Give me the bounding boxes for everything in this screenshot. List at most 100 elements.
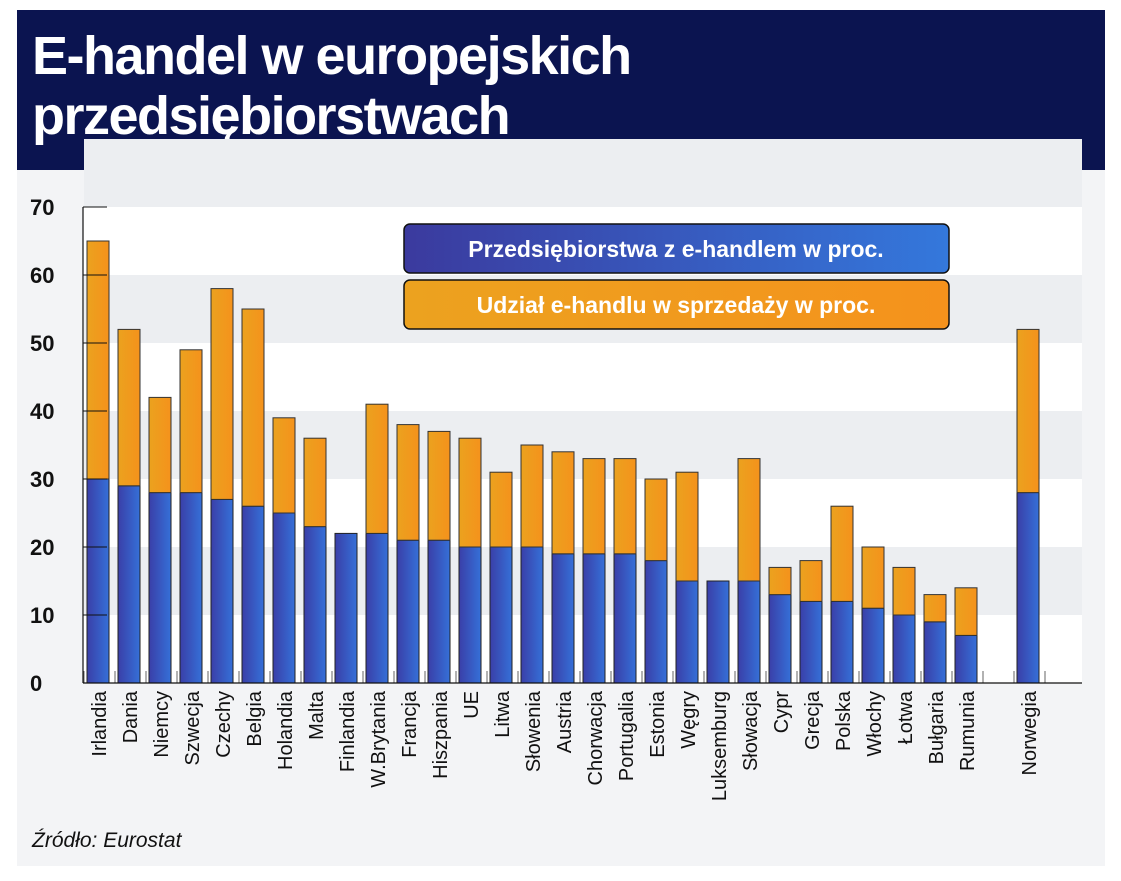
- legend-box-sales-share: [403, 279, 950, 330]
- bar-enterprises-Irlandia: [86, 478, 110, 684]
- y-tick-label: 0: [30, 671, 42, 696]
- bar-sales-share-Słowenia: [520, 444, 544, 548]
- bar-sales-share-Portugalia: [613, 458, 637, 555]
- x-tick-label: Hiszpania: [430, 690, 452, 779]
- x-tick-label: Czechy: [213, 691, 235, 758]
- bar-sales-share-W.Brytania: [365, 403, 389, 534]
- x-tick-label: Belgia: [244, 690, 266, 746]
- bar-sales-share-Belgia: [241, 308, 265, 507]
- chart-title: E-handel w europejskich przedsiębiorstwac…: [32, 26, 632, 146]
- bar-enterprises-Bułgaria: [923, 621, 947, 684]
- bar-enterprises-Malta: [303, 526, 327, 684]
- x-tick-label: Chorwacja: [585, 690, 607, 785]
- bar-enterprises-Holandia: [272, 512, 296, 684]
- bar-sales-share-Dania: [117, 328, 141, 487]
- x-tick-label: Portugalia: [616, 690, 638, 781]
- bar-enterprises-Chorwacja: [582, 553, 606, 684]
- source-note: Źródło: Eurostat: [32, 829, 182, 852]
- bar-sales-share-Austria: [551, 451, 575, 555]
- bar-enterprises-Belgia: [241, 505, 265, 684]
- x-tick-label: Cypr: [771, 691, 793, 734]
- bar-enterprises-Dania: [117, 485, 141, 684]
- x-tick-label: Bułgaria: [926, 690, 948, 764]
- x-tick-label: Holandia: [275, 690, 297, 770]
- x-tick-label: Norwegia: [1019, 690, 1041, 775]
- x-tick-label: Łotwa: [895, 690, 917, 744]
- bar-enterprises-Czechy: [210, 498, 234, 684]
- x-tick-label: Niemcy: [151, 691, 173, 758]
- x-tick-label: Irlandia: [89, 690, 111, 756]
- x-tick-label: Estonia: [647, 690, 669, 758]
- x-tick-label: Słowenia: [523, 690, 545, 772]
- bar-sales-share-Czechy: [210, 288, 234, 500]
- bar-sales-share-Grecja: [799, 560, 823, 602]
- bar-enterprises-Luksemburg: [706, 580, 730, 684]
- y-tick-label: 30: [30, 467, 54, 492]
- x-tick-label: Francja: [399, 690, 421, 758]
- x-tick-label: Włochy: [864, 691, 886, 757]
- bar-sales-share-Chorwacja: [582, 458, 606, 555]
- x-tick-label: Polska: [833, 690, 855, 751]
- bar-sales-share-Szwecja: [179, 349, 203, 494]
- legend-label: Udział e-handlu w sprzedaży w proc.: [477, 292, 876, 318]
- bar-sales-share-Hiszpania: [427, 430, 451, 541]
- chart-title-text: E-handel w europejskich przedsiębiorstwac…: [32, 26, 632, 146]
- grid-band: [84, 139, 1082, 207]
- bar-enterprises-Estonia: [644, 560, 668, 684]
- bar-sales-share-Holandia: [272, 417, 296, 514]
- legend-box-enterprises: [403, 223, 950, 274]
- bar-sales-share-Cypr: [768, 566, 792, 596]
- bar-enterprises-Polska: [830, 600, 854, 684]
- x-tick-label: Słowacja: [740, 690, 762, 771]
- bar-enterprises-Francja: [396, 539, 420, 684]
- x-tick-label: Litwa: [492, 690, 514, 738]
- bar-enterprises-Niemcy: [148, 492, 172, 684]
- y-tick-label: 70: [30, 195, 54, 220]
- x-tick-label: Grecja: [802, 690, 824, 750]
- bar-enterprises-Łotwa: [892, 614, 916, 684]
- bar-sales-share-Włochy: [861, 546, 885, 609]
- bar-enterprises-Szwecja: [179, 492, 203, 684]
- bar-enterprises-Austria: [551, 553, 575, 684]
- bar-sales-share-Irlandia: [86, 240, 110, 480]
- x-tick-label: Luksemburg: [709, 691, 731, 801]
- x-tick-label: Węgry: [678, 691, 700, 749]
- x-tick-label: Dania: [120, 690, 142, 743]
- x-tick-label: Finlandia: [337, 690, 359, 772]
- bar-enterprises-UE: [458, 546, 482, 684]
- bar-enterprises-Cypr: [768, 594, 792, 684]
- x-tick-label: Szwecja: [182, 690, 204, 765]
- x-tick-label: W.Brytania: [368, 690, 390, 788]
- x-tick-label: UE: [461, 691, 483, 719]
- bar-enterprises-Słowenia: [520, 546, 544, 684]
- bar-sales-share-Polska: [830, 505, 854, 602]
- bar-sales-share-Węgry: [675, 471, 699, 582]
- x-tick-label: Malta: [306, 690, 328, 740]
- bar-sales-share-Norwegia: [1016, 328, 1040, 494]
- bar-enterprises-Hiszpania: [427, 539, 451, 684]
- legend-label: Przedsiębiorstwa z e-handlem w proc.: [468, 236, 883, 262]
- bar-enterprises-Rumunia: [954, 634, 978, 684]
- bar-enterprises-Norwegia: [1016, 492, 1040, 684]
- bar-enterprises-Litwa: [489, 546, 513, 684]
- bar-sales-share-Rumunia: [954, 587, 978, 636]
- bar-sales-share-Francja: [396, 424, 420, 541]
- y-tick-label: 10: [30, 603, 54, 628]
- bar-sales-share-UE: [458, 437, 482, 548]
- x-tick-label: Rumunia: [957, 690, 979, 771]
- x-tick-label: Austria: [554, 690, 576, 753]
- bar-enterprises-Węgry: [675, 580, 699, 684]
- y-tick-label: 50: [30, 331, 54, 356]
- bar-enterprises-Słowacja: [737, 580, 761, 684]
- bar-sales-share-Łotwa: [892, 566, 916, 616]
- y-tick-label: 20: [30, 535, 54, 560]
- y-tick-label: 40: [30, 399, 54, 424]
- bar-sales-share-Estonia: [644, 478, 668, 562]
- bar-enterprises-Portugalia: [613, 553, 637, 684]
- bar-sales-share-Niemcy: [148, 396, 172, 494]
- y-tick-label: 60: [30, 263, 54, 288]
- bar-enterprises-Włochy: [861, 607, 885, 684]
- bar-sales-share-Litwa: [489, 471, 513, 548]
